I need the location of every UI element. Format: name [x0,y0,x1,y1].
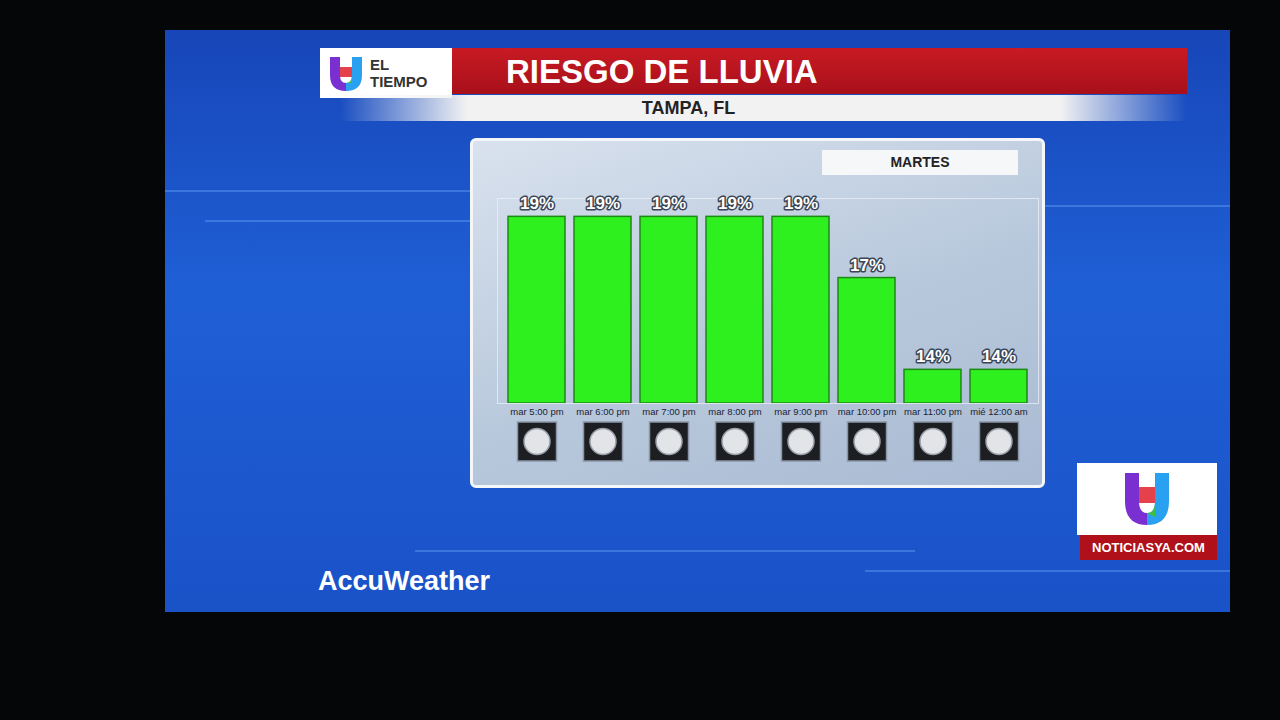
html-text:RIESGO DE LLUVIA: RIESGO DE LLUVIA [506,53,818,90]
svg-text:mar 11:00 pm: mar 11:00 pm [904,406,962,417]
svg-text:mar 10:00 pm: mar 10:00 pm [838,406,897,417]
svg-text:mar 6:00 pm: mar 6:00 pm [576,406,629,417]
svg-text:19%: 19% [652,194,686,213]
svg-text:19%: 19% [718,194,752,213]
svg-text:14%: 14% [982,347,1016,366]
html-text:TAMPA, FL: TAMPA, FL [641,98,736,118]
html-text:AccuWeather: AccuWeather [318,566,491,596]
svg-text:14%: 14% [916,347,950,366]
svg-text:19%: 19% [520,194,554,213]
svg-text:mar 5:00 pm: mar 5:00 pm [510,406,563,417]
html-text:MARTES: MARTES [890,154,950,170]
html-text:EL TIEMPO: EL TIEMPO [370,56,428,90]
svg-text:19%: 19% [784,194,818,213]
svg-text:mié 12:00 am: mié 12:00 am [970,406,1028,417]
svg-text:mar 9:00 pm: mar 9:00 pm [774,406,827,417]
svg-text:mar 7:00 pm: mar 7:00 pm [642,406,695,417]
svg-text:17%: 17% [850,255,884,274]
svg-text:mar 8:00 pm: mar 8:00 pm [708,406,761,417]
html-text:NOTICIASYA.COM: NOTICIASYA.COM [1092,540,1205,555]
svg-text:19%: 19% [586,194,620,213]
